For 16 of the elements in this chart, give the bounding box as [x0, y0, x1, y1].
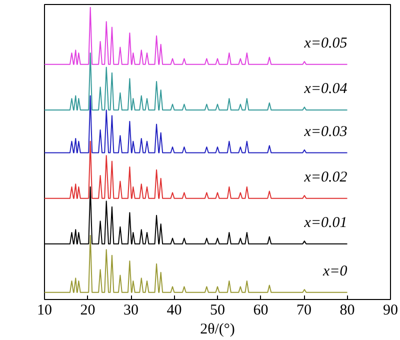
x-tick-label: 20: [80, 302, 96, 318]
series-label: x=0.04: [303, 81, 348, 98]
series-label: x=0.01: [303, 215, 348, 232]
series-label: x=0.03: [303, 124, 348, 140]
x-tick-label: 10: [37, 302, 52, 318]
series-label: x=0.05: [303, 36, 348, 52]
series-label: x=0.02: [303, 169, 348, 186]
x-tick-label: 80: [340, 302, 355, 318]
x-tick-label: 40: [166, 302, 182, 318]
x-tick-label: 70: [296, 302, 312, 318]
x-tick-label: 90: [383, 302, 398, 318]
x-axis-title: 2θ/(°): [200, 322, 235, 338]
x-tick-label: 30: [124, 302, 138, 318]
series-label: x=0: [322, 264, 348, 280]
x-tick-label: 50: [210, 302, 225, 318]
x-tick-label: 60: [253, 302, 268, 318]
